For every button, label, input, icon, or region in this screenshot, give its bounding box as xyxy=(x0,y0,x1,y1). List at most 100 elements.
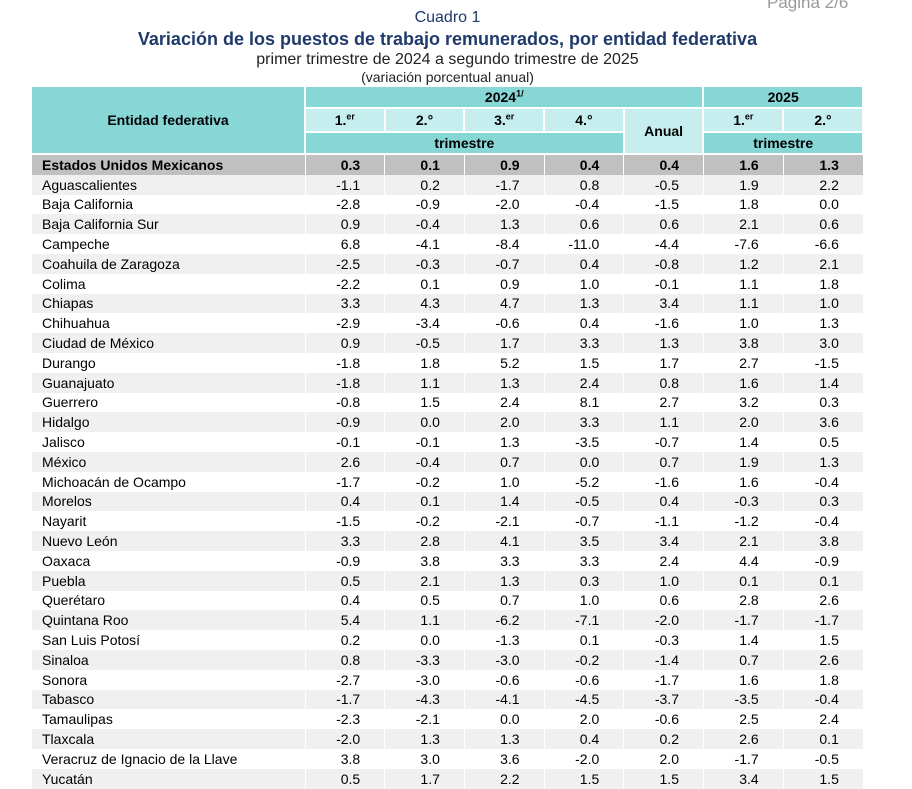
value-cell: -1.5 xyxy=(782,352,863,373)
table-row: Durango -1.8 1.8 5.2 1.5 1.7 2.7 -1.5 xyxy=(32,352,863,373)
value-cell: 0.1 xyxy=(384,153,465,175)
value-cell: -0.5 xyxy=(782,748,863,769)
value-cell: -3.4 xyxy=(384,313,465,334)
value-cell: 0.9 xyxy=(304,214,385,235)
value-cell: -4.3 xyxy=(384,689,465,710)
value-cell: 0.4 xyxy=(543,253,624,274)
value-cell: -2.0 xyxy=(304,729,385,749)
value-cell: 1.5 xyxy=(782,768,863,789)
table-row: Querétaro 0.4 0.5 0.7 1.0 0.6 2.8 2.6 xyxy=(32,590,863,611)
value-cell: 5.4 xyxy=(304,610,385,631)
entity-name: Oaxaca xyxy=(42,552,91,569)
value-cell: -2.9 xyxy=(304,313,385,334)
value-cell: 1.3 xyxy=(543,293,624,314)
value-cell: 1.0 xyxy=(702,313,784,334)
value-cell: 0.8 xyxy=(623,372,704,393)
value-cell: 0.7 xyxy=(702,649,784,670)
quarter-header: 2.° xyxy=(783,108,864,133)
table-row: Ciudad de México 0.9 -0.5 1.7 3.3 1.3 3.8 3.0 xyxy=(32,333,863,353)
entity-name: Sonora xyxy=(42,671,88,688)
value-cell: 1.4 xyxy=(702,432,784,452)
value-cell: -1.1 xyxy=(304,174,385,195)
value-cell: -3.0 xyxy=(384,669,465,690)
value-cell: 0.7 xyxy=(463,590,545,611)
value-cell: 0.1 xyxy=(782,570,863,591)
value-cell: 1.5 xyxy=(543,352,624,373)
trimestre-label-2024: trimestre xyxy=(305,132,625,154)
value-cell: 2.8 xyxy=(384,531,465,551)
value-cell: -3.0 xyxy=(463,649,545,670)
value-cell: 1.5 xyxy=(384,392,465,413)
value-cell: 0.5 xyxy=(782,432,863,452)
entity-name: Durango xyxy=(42,354,96,371)
entity-name: Nuevo León xyxy=(32,531,305,551)
value-cell: -2.5 xyxy=(304,253,385,274)
value-cell: 3.3 xyxy=(304,293,385,314)
value-cell: 3.4 xyxy=(623,531,704,551)
quarter-header: 1.er xyxy=(703,108,785,133)
value-cell: 0.3 xyxy=(304,153,385,175)
value-cell: 2.0 xyxy=(702,412,784,433)
value-cell: 2.0 xyxy=(543,709,624,730)
value-cell: 1.3 xyxy=(463,729,545,749)
value-cell: 0.0 xyxy=(543,451,624,472)
value-cell: 1.1 xyxy=(702,273,784,294)
value-cell: -0.4 xyxy=(384,451,465,472)
value-cell: -1.2 xyxy=(702,511,784,532)
value-cell: 2.4 xyxy=(463,392,545,413)
value-cell: -1.6 xyxy=(623,471,704,492)
value-cell: 1.1 xyxy=(384,372,465,393)
value-cell: -0.4 xyxy=(384,214,465,235)
value-cell: 3.8 xyxy=(782,531,863,551)
value-cell: 0.3 xyxy=(543,570,624,591)
value-cell: 3.2 xyxy=(702,392,784,413)
value-cell: -0.3 xyxy=(702,491,784,512)
value-cell: 2.4 xyxy=(543,372,624,393)
value-cell: 2.8 xyxy=(702,590,784,611)
value-cell: 1.2 xyxy=(702,253,784,274)
value-cell: 1.5 xyxy=(623,768,704,789)
value-cell: 3.6 xyxy=(463,748,545,769)
value-cell: 2.6 xyxy=(782,590,863,611)
value-cell: -1.3 xyxy=(463,630,545,650)
value-cell: 0.1 xyxy=(384,491,465,512)
table-units: (variación porcentual anual) xyxy=(361,69,534,85)
value-cell: -2.1 xyxy=(463,511,545,532)
total-row: Estados Unidos Mexicanos 0.3 0.1 0.9 0.4… xyxy=(32,153,863,175)
table-row: Chiapas 3.3 4.3 4.7 1.3 3.4 1.1 1.0 xyxy=(32,293,863,314)
value-cell: 1.1 xyxy=(623,412,704,433)
value-cell: -5.2 xyxy=(543,471,624,492)
employment-variation-table: Entidad federativa 20241/ 2025 1.er 2.° … xyxy=(32,87,864,789)
value-cell: -7.1 xyxy=(543,610,624,631)
value-cell: -11.0 xyxy=(543,234,624,254)
value-cell: 0.7 xyxy=(623,451,704,472)
value-cell: 1.7 xyxy=(623,352,704,373)
value-cell: -4.4 xyxy=(623,234,704,254)
entity-name: Guanajuato xyxy=(32,372,305,393)
value-cell: 0.0 xyxy=(384,630,465,650)
table-row: Quintana Roo 5.4 1.1 -6.2 -7.1 -2.0 -1.7 -1.7 xyxy=(32,610,863,631)
value-cell: 1.8 xyxy=(702,194,784,215)
value-cell: 5.2 xyxy=(463,352,545,373)
table-row: Yucatán 0.5 1.7 2.2 1.5 1.5 3.4 1.5 xyxy=(32,768,863,789)
value-cell: -0.5 xyxy=(384,333,465,353)
value-cell: 1.3 xyxy=(463,372,545,393)
value-cell: -1.1 xyxy=(623,511,704,532)
table-row: Sinaloa 0.8 -3.3 -3.0 -0.2 -1.4 0.7 2.6 xyxy=(32,649,863,670)
entity-name: Morelos xyxy=(32,491,305,512)
value-cell: 1.0 xyxy=(543,590,624,611)
value-cell: 0.4 xyxy=(543,313,624,334)
value-cell: 2.7 xyxy=(623,392,704,413)
value-cell: -0.6 xyxy=(463,313,545,334)
value-cell: -1.7 xyxy=(623,669,704,690)
table-row: Baja California -2.8 -0.9 -2.0 -0.4 -1.5 1.8 0.… xyxy=(32,194,863,215)
entity-column-header: Entidad federativa xyxy=(32,87,306,154)
value-cell: -0.4 xyxy=(782,511,863,532)
table-row: Morelos 0.4 0.1 1.4 -0.5 0.4 -0.3 0.3 xyxy=(32,491,863,512)
value-cell: 1.4 xyxy=(702,630,784,650)
value-cell: -0.2 xyxy=(384,511,465,532)
value-cell: 3.8 xyxy=(702,333,784,353)
value-cell: -2.0 xyxy=(463,194,545,215)
value-cell: -0.1 xyxy=(384,432,465,452)
value-cell: -0.4 xyxy=(782,689,863,710)
